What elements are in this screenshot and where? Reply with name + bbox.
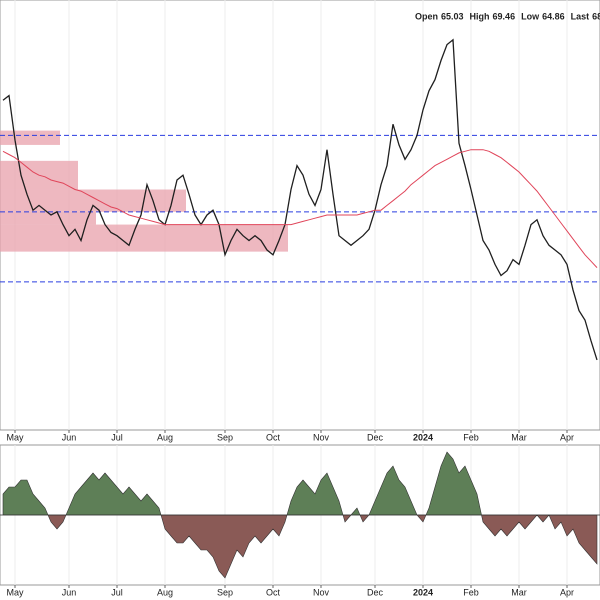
x-tick-label: Mar [511, 432, 527, 442]
x-tick-label: Jul [111, 432, 123, 442]
x-tick-label: Jul [111, 587, 123, 597]
moving-average [2, 149, 598, 268]
header-label: Low [521, 11, 540, 21]
x-tick-label: 2024 [413, 587, 433, 597]
volume-zone [0, 189, 186, 212]
volume-zone [0, 130, 60, 145]
x-tick-label: Apr [560, 587, 574, 597]
x-tick-label: Dec [367, 587, 384, 597]
header-value: 64.86 [542, 11, 565, 21]
x-tick-label: Apr [560, 432, 574, 442]
x-tick-label: Oct [266, 587, 281, 597]
x-tick-label: Sep [217, 587, 233, 597]
x-tick-label: Aug [157, 587, 173, 597]
momentum-area-down [2, 515, 598, 579]
header-value: 68. [592, 11, 600, 21]
x-tick-label: Oct [266, 432, 281, 442]
header-label: Open [415, 11, 438, 21]
x-tick-label: Jun [62, 587, 77, 597]
momentum-area-up [2, 451, 598, 515]
header-value: 65.03 [441, 11, 464, 21]
header-label: High [470, 11, 490, 21]
header-label: Last [571, 11, 590, 21]
price-panel [0, 0, 600, 431]
x-tick-label: Feb [463, 587, 479, 597]
x-tick-label: Dec [367, 432, 384, 442]
x-tick-label: 2024 [413, 432, 433, 442]
x-tick-label: Mar [511, 587, 527, 597]
x-tick-label: Nov [313, 432, 330, 442]
volume-zone [0, 224, 288, 252]
x-tick-label: Aug [157, 432, 173, 442]
x-tick-label: Jun [62, 432, 77, 442]
header-value: 69.46 [493, 11, 516, 21]
volume-zone [0, 211, 96, 225]
x-tick-label: May [6, 432, 24, 442]
price-line [2, 38, 598, 361]
x-tick-label: Sep [217, 432, 233, 442]
x-tick-label: May [6, 587, 24, 597]
x-tick-label: Nov [313, 587, 330, 597]
x-tick-label: Feb [463, 432, 479, 442]
